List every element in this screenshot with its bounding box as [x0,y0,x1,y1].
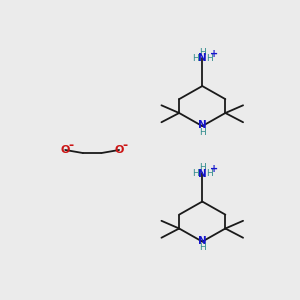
Text: N: N [198,53,207,63]
Text: H: H [192,169,199,178]
Text: O: O [61,145,70,155]
Text: N: N [198,120,207,130]
Text: H: H [199,128,206,137]
Text: N: N [198,169,207,179]
Text: +: + [210,164,218,174]
Text: O: O [114,145,124,155]
Text: H: H [192,54,199,63]
Text: H: H [199,163,206,172]
Text: N: N [198,236,207,246]
Text: -: - [68,139,73,152]
Text: H: H [206,169,213,178]
Text: H: H [199,48,206,57]
Text: H: H [199,243,206,252]
Text: +: + [210,49,218,59]
Text: H: H [206,54,213,63]
Text: -: - [122,139,127,152]
